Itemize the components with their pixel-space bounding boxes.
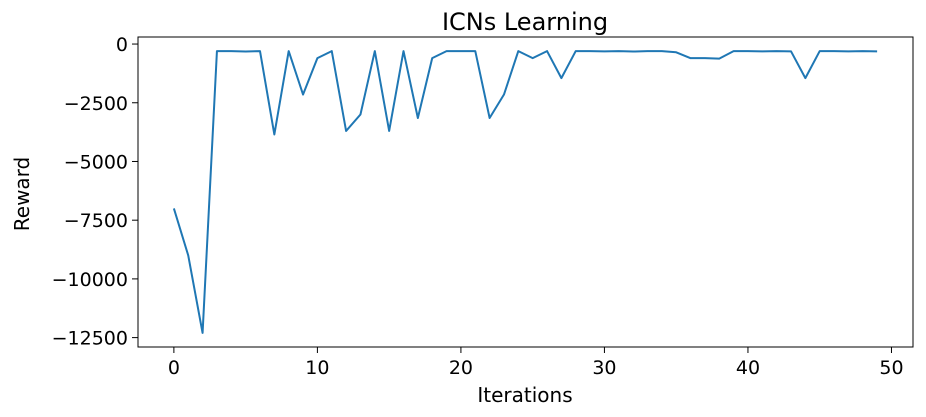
y-tick-label: −7500 bbox=[64, 210, 128, 232]
plot-frame bbox=[137, 36, 914, 348]
x-tick-label: 30 bbox=[592, 357, 616, 379]
y-tick-label: 0 bbox=[116, 34, 128, 56]
y-tick-label: −12500 bbox=[52, 328, 128, 350]
y-tick-label: −10000 bbox=[52, 269, 128, 291]
x-tick-label: 20 bbox=[449, 357, 473, 379]
x-tick-label: 40 bbox=[736, 357, 760, 379]
plot-area: 0 10 20 30 40 50 0 −2500 −5000 −7500 −10000 −12500 bbox=[52, 34, 914, 379]
y-tick-label: −5000 bbox=[64, 151, 128, 173]
x-tick-label: 0 bbox=[168, 357, 180, 379]
y-axis-label: Reward bbox=[10, 157, 34, 231]
chart-title: ICNs Learning bbox=[442, 8, 608, 36]
y-tick-label: −2500 bbox=[64, 93, 128, 115]
x-axis-label: Iterations bbox=[477, 383, 572, 407]
series-line-0 bbox=[172, 50, 878, 334]
x-tick-label: 50 bbox=[879, 357, 903, 379]
x-tick-label: 10 bbox=[305, 357, 329, 379]
